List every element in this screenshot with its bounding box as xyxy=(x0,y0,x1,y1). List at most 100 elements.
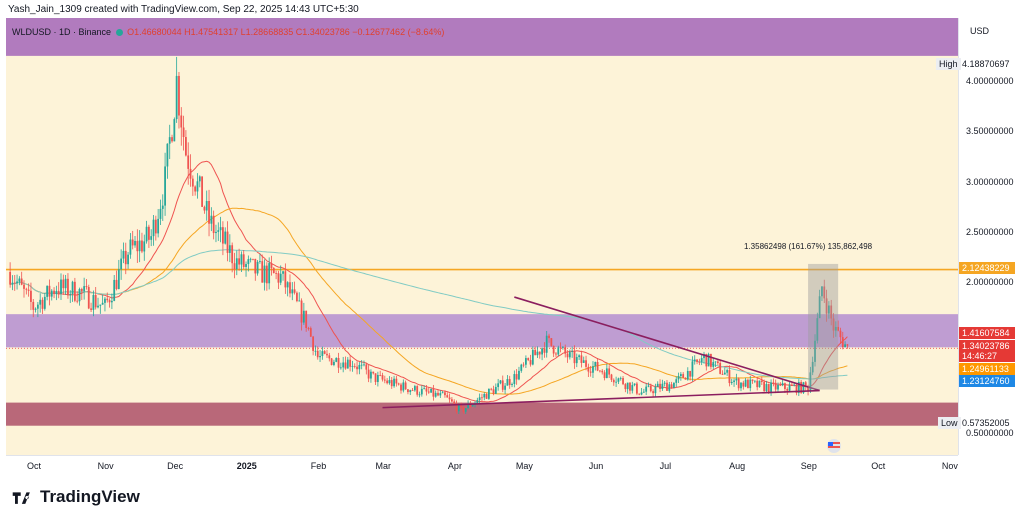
candle-body xyxy=(23,284,25,289)
candle xyxy=(222,221,224,256)
candle xyxy=(57,282,60,299)
candle xyxy=(504,383,506,394)
candle xyxy=(747,378,749,389)
candle xyxy=(358,362,361,375)
high-label: High xyxy=(936,58,961,70)
candle xyxy=(770,379,772,396)
candle-body xyxy=(677,376,680,380)
candle xyxy=(728,365,731,387)
candle-body xyxy=(18,278,21,282)
candle-body xyxy=(555,353,557,355)
candle xyxy=(640,388,643,396)
symbol-legend: WLDUSD · 1D · Binance O1.46680044 H1.475… xyxy=(12,27,444,37)
candle xyxy=(578,354,580,360)
candle-body xyxy=(147,226,150,240)
candle-body xyxy=(802,382,805,393)
market-status-icon xyxy=(115,29,123,36)
candle-body xyxy=(71,281,74,294)
candle-body xyxy=(707,353,710,367)
candle xyxy=(138,230,141,263)
candle-body xyxy=(224,231,227,244)
candle xyxy=(506,375,509,386)
candle-body xyxy=(73,281,76,301)
candle-body xyxy=(714,361,717,363)
time-tick-label: May xyxy=(515,461,533,471)
candle xyxy=(559,342,562,353)
candle-body xyxy=(617,378,620,382)
candle xyxy=(124,242,127,275)
flag-icon[interactable] xyxy=(822,438,848,454)
candle-body xyxy=(675,379,678,383)
measure-box xyxy=(808,263,839,390)
candle xyxy=(673,382,675,389)
candle xyxy=(25,287,28,295)
candle xyxy=(726,368,729,376)
candle-body xyxy=(476,400,479,403)
candle-body xyxy=(321,351,324,357)
price-badge: 0.57352005 xyxy=(959,417,1015,429)
candle-body xyxy=(152,219,155,237)
candle-body xyxy=(737,378,740,389)
candle xyxy=(407,389,409,395)
candle xyxy=(518,366,520,381)
candle xyxy=(367,365,370,383)
price-chart[interactable] xyxy=(6,18,958,455)
candle xyxy=(330,357,333,366)
candle-body xyxy=(534,349,537,356)
candle-body xyxy=(180,115,183,128)
candle-body xyxy=(444,392,446,396)
candle-body xyxy=(11,282,14,285)
candle-body xyxy=(261,261,264,283)
candle xyxy=(53,287,55,299)
candle xyxy=(43,292,46,311)
candle xyxy=(781,379,784,387)
candle xyxy=(834,321,837,337)
candle-body xyxy=(548,335,550,339)
candle xyxy=(228,234,231,263)
candle xyxy=(201,176,203,207)
candle xyxy=(78,287,81,306)
candle xyxy=(596,357,599,372)
candle-body xyxy=(323,351,326,354)
candle-body xyxy=(284,271,287,288)
time-axis[interactable] xyxy=(6,455,958,473)
candle-body xyxy=(654,386,657,394)
candle-body xyxy=(360,364,363,366)
candle xyxy=(437,389,439,397)
candle xyxy=(589,365,592,377)
candle xyxy=(85,278,88,290)
candle-body xyxy=(814,340,816,362)
candle-body xyxy=(124,250,127,265)
candle xyxy=(238,248,240,271)
candle xyxy=(106,292,109,303)
candle xyxy=(390,376,393,389)
candle xyxy=(127,251,129,269)
candle xyxy=(235,250,238,276)
candle xyxy=(494,383,497,394)
candle-body xyxy=(612,379,615,383)
candle xyxy=(582,356,585,363)
candle-body xyxy=(349,359,352,367)
candle-body xyxy=(790,385,793,387)
candle-body xyxy=(631,385,634,391)
bottom-demand-zone xyxy=(6,402,958,426)
candle xyxy=(97,297,99,309)
candle xyxy=(573,345,576,369)
candle-body xyxy=(198,176,201,182)
candle-body xyxy=(455,403,458,412)
candle-body xyxy=(150,236,153,240)
candle-body xyxy=(108,300,111,303)
candle xyxy=(777,382,779,393)
candle xyxy=(337,352,340,374)
candle xyxy=(666,379,668,391)
price-tick-label: 2.00000000 xyxy=(966,277,1014,287)
candle-body xyxy=(749,379,752,389)
ohlc-values: O1.46680044 H1.47541317 L1.28668835 C1.3… xyxy=(127,27,445,37)
candle-body xyxy=(483,394,486,398)
candle-body xyxy=(712,362,715,367)
candle-body xyxy=(92,294,95,310)
candle xyxy=(363,360,365,367)
candle-body xyxy=(205,201,208,211)
candle xyxy=(150,229,153,247)
